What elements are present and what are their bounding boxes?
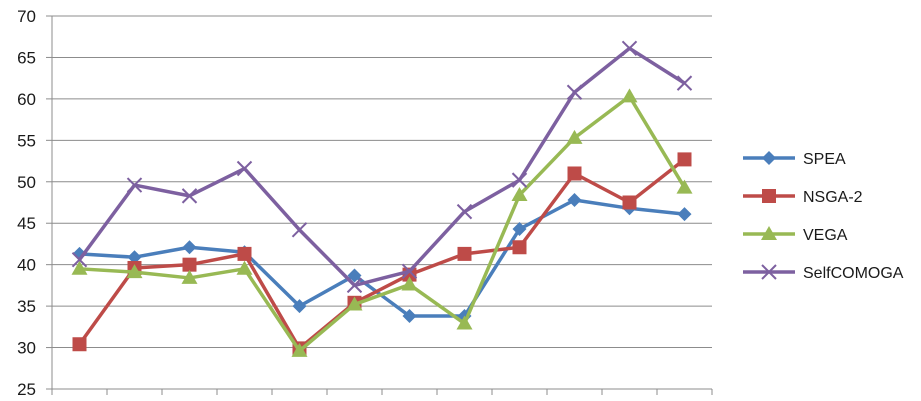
series-line [79, 198, 685, 318]
data-point [676, 179, 693, 194]
axes [46, 15, 713, 395]
data-point [401, 263, 418, 280]
data-point [236, 260, 253, 275]
y-tick-label: 35 [17, 297, 36, 316]
data-point [512, 222, 527, 237]
y-axis-ticks: 25 30 35 40 45 50 55 60 65 70 [17, 7, 36, 399]
series-line [79, 94, 686, 353]
data-point [126, 264, 143, 279]
data-point [126, 177, 143, 193]
y-tick-label: 70 [17, 7, 36, 26]
data-point [181, 188, 198, 204]
series-vega [71, 88, 693, 357]
legend-item: SelfCOMOGA [743, 264, 904, 282]
y-tick-label: 25 [17, 380, 36, 399]
data-point [181, 269, 198, 284]
data-point [566, 84, 583, 100]
data-point [457, 246, 472, 261]
data-point [182, 257, 197, 272]
data-point [621, 88, 638, 103]
data-point [567, 166, 582, 181]
data-point [72, 337, 87, 352]
data-point [511, 172, 528, 188]
y-tick-label: 40 [17, 256, 36, 275]
data-point [236, 160, 253, 177]
data-point [676, 75, 693, 91]
data-point [71, 251, 88, 268]
data-point [346, 296, 363, 311]
series-spea [72, 193, 692, 324]
data-point [127, 250, 142, 265]
legend-item: VEGA [743, 226, 848, 244]
data-point [71, 260, 88, 275]
data-point [401, 276, 418, 291]
legend-label: VEGA [803, 227, 848, 244]
data-point [511, 187, 528, 202]
data-point [291, 342, 308, 357]
data-point [402, 309, 417, 324]
data-point [346, 277, 363, 294]
legend-label: SPEA [803, 151, 846, 168]
legend-label: SelfCOMOGA [803, 265, 904, 282]
legend-item: SPEA [743, 151, 846, 168]
legend-swatch-marker [761, 226, 777, 240]
series-line [78, 46, 686, 288]
y-tick-label: 45 [17, 214, 36, 233]
series-selfcomoga [71, 40, 693, 294]
y-tick-label: 55 [17, 131, 36, 150]
data-point [677, 207, 692, 222]
y-tick-label: 60 [17, 90, 36, 109]
data-point [567, 193, 582, 208]
data-point [622, 195, 637, 210]
data-point [677, 152, 692, 167]
legend-swatch-marker [762, 151, 776, 165]
legend-item: NSGA-2 [743, 189, 863, 206]
data-point [621, 40, 638, 57]
data-point [347, 268, 362, 283]
y-tick-label: 65 [17, 48, 36, 67]
y-tick-label: 50 [17, 173, 36, 192]
legend-swatch-marker [762, 189, 776, 203]
data-point [291, 222, 308, 238]
series-nsga-2 [72, 152, 692, 356]
data-point [237, 246, 252, 261]
data-point [182, 240, 197, 255]
series-group [71, 40, 693, 357]
data-point [456, 315, 473, 330]
data-point [566, 129, 583, 144]
legend: SPEA NSGA-2 VEGA SelfCOMOGA [743, 151, 904, 282]
data-point [456, 203, 473, 220]
data-point [512, 240, 527, 255]
legend-label: NSGA-2 [803, 189, 863, 206]
y-tick-label: 30 [17, 339, 36, 358]
data-point [292, 299, 307, 314]
series-line [78, 158, 686, 351]
legend-swatch-marker [761, 264, 777, 280]
